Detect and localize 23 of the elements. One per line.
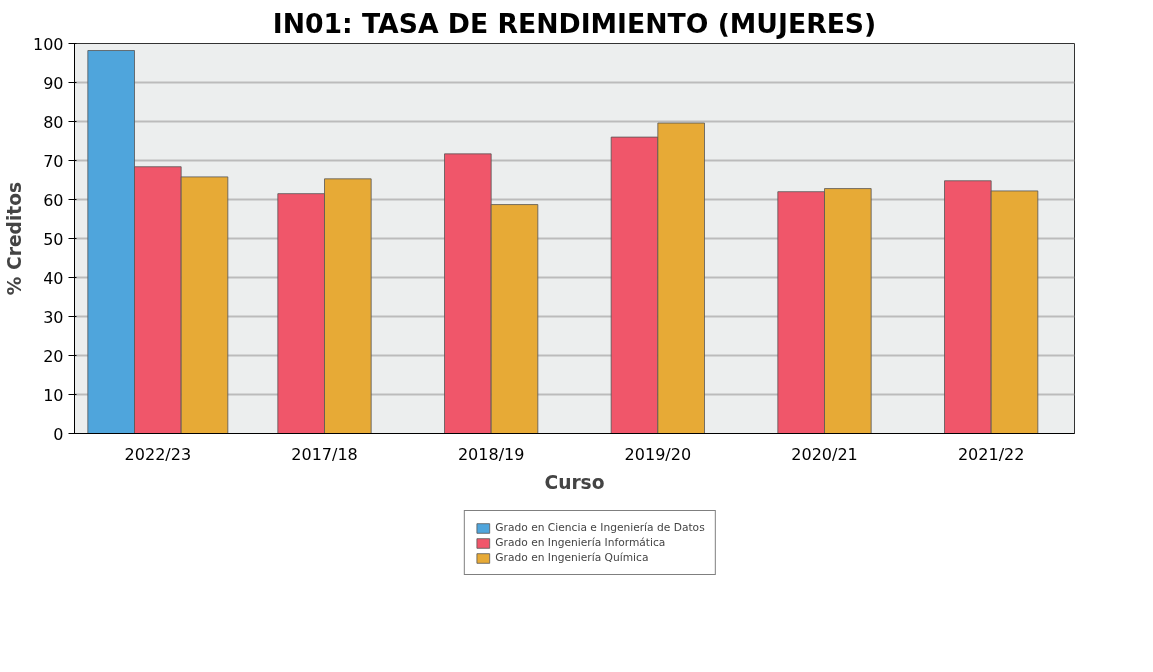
y-tick-label: 70 (43, 151, 64, 171)
y-tick-label: 10 (43, 385, 64, 405)
y-tick-label: 60 (43, 190, 64, 210)
chart-title: IN01: TASA DE RENDIMIENTO (MUJERES) (272, 7, 877, 39)
y-tick-label: 40 (43, 268, 64, 288)
y-tick-label: 100 (32, 34, 64, 54)
x-tick-label: 2022/23 (124, 444, 192, 464)
y-tick-label: 80 (43, 112, 64, 132)
y-tick-label: 90 (43, 73, 64, 93)
y-tick-label: 30 (43, 307, 64, 327)
x-tick-label: 2017/18 (291, 444, 358, 464)
y-axis-title: % Creditos (3, 181, 25, 296)
y-tick-label: 50 (43, 229, 64, 249)
x-tick-label: 2018/19 (457, 444, 525, 464)
x-tick-label: 2019/20 (624, 444, 692, 464)
x-tick-label: 2021/22 (957, 444, 1025, 464)
legend-label: Grado en Ciencia e Ingeniería de Datos (495, 521, 705, 534)
x-tick-label: 2020/21 (791, 444, 858, 464)
x-axis-title: Curso (544, 471, 605, 493)
y-tick-label: 0 (53, 424, 64, 444)
legend-label: Grado en Ingeniería Química (495, 551, 649, 564)
legend-label: Grado en Ingeniería Informática (495, 536, 666, 549)
y-tick-label: 20 (43, 346, 64, 366)
